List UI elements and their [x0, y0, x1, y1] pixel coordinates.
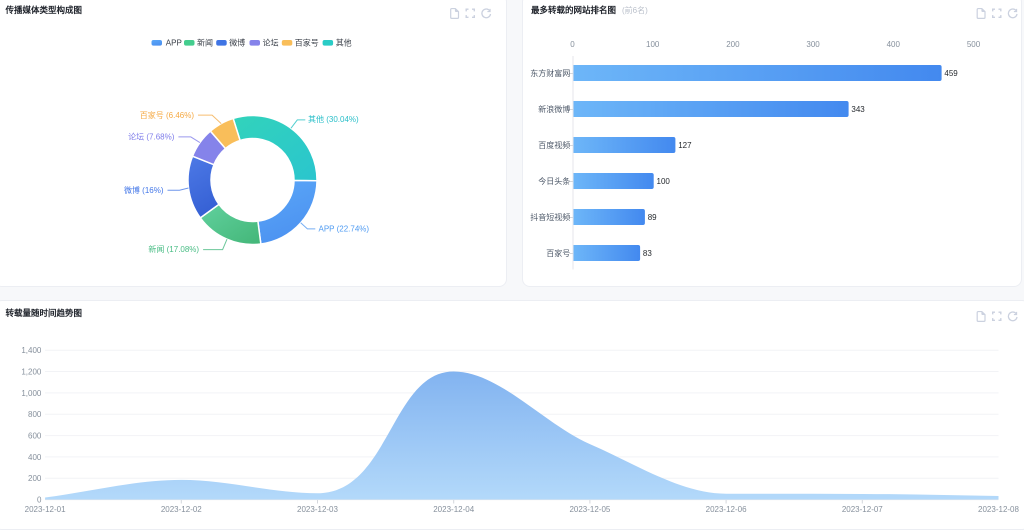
svg-text:100: 100	[657, 177, 671, 186]
svg-text:89: 89	[648, 213, 657, 222]
svg-text:343: 343	[851, 105, 865, 114]
svg-text:其他 (30.04%): 其他 (30.04%)	[308, 114, 359, 124]
svg-text:微博: 微博	[229, 38, 245, 48]
svg-text:1,000: 1,000	[21, 389, 42, 398]
svg-text:0: 0	[570, 40, 575, 49]
svg-text:400: 400	[28, 453, 42, 462]
svg-text:100: 100	[646, 40, 660, 49]
svg-text:东方财富网: 东方财富网	[530, 68, 570, 78]
svg-text:2023-12-08: 2023-12-08	[978, 505, 1019, 514]
svg-text:83: 83	[643, 249, 652, 258]
svg-text:最多转载的网站排名图: 最多转载的网站排名图	[531, 5, 616, 15]
svg-text:300: 300	[806, 40, 820, 49]
svg-text:1,400: 1,400	[21, 346, 42, 355]
svg-text:500: 500	[967, 40, 981, 49]
svg-text:APP (22.74%): APP (22.74%)	[319, 225, 370, 234]
svg-text:2023-12-05: 2023-12-05	[569, 505, 610, 514]
svg-text:论坛 (7.68%): 论坛 (7.68%)	[128, 132, 175, 142]
svg-text:微博 (16%): 微博 (16%)	[124, 185, 164, 195]
svg-text:(前6名): (前6名)	[622, 5, 648, 15]
svg-text:2023-12-01: 2023-12-01	[25, 505, 66, 514]
svg-text:200: 200	[28, 474, 42, 483]
svg-text:600: 600	[28, 432, 42, 441]
svg-text:百家号 (6.46%): 百家号 (6.46%)	[140, 110, 195, 120]
svg-text:百度视频: 百度视频	[538, 140, 570, 150]
svg-text:传播媒体类型构成图: 传播媒体类型构成图	[5, 5, 83, 15]
svg-text:APP: APP	[166, 39, 182, 48]
svg-text:百家号: 百家号	[295, 38, 319, 48]
svg-text:其他: 其他	[336, 38, 352, 48]
svg-text:1,200: 1,200	[21, 367, 42, 376]
svg-text:200: 200	[726, 40, 740, 49]
svg-text:127: 127	[678, 141, 692, 150]
svg-text:新闻: 新闻	[197, 38, 213, 48]
svg-text:2023-12-06: 2023-12-06	[706, 505, 747, 514]
svg-text:论坛: 论坛	[263, 38, 279, 48]
svg-text:0: 0	[37, 496, 42, 505]
svg-text:2023-12-07: 2023-12-07	[842, 505, 883, 514]
svg-text:今日头条: 今日头条	[538, 176, 570, 186]
svg-text:新闻 (17.08%): 新闻 (17.08%)	[148, 244, 199, 254]
svg-text:400: 400	[887, 40, 901, 49]
svg-text:转载量随时间趋势图: 转载量随时间趋势图	[6, 308, 83, 318]
svg-text:抖音短视频: 抖音短视频	[530, 212, 570, 222]
svg-text:2023-12-02: 2023-12-02	[161, 505, 202, 514]
svg-text:459: 459	[944, 69, 958, 78]
svg-text:800: 800	[28, 410, 42, 419]
svg-text:百家号: 百家号	[546, 248, 570, 258]
svg-text:2023-12-03: 2023-12-03	[297, 505, 338, 514]
svg-text:新浪微博: 新浪微博	[538, 104, 570, 114]
svg-text:2023-12-04: 2023-12-04	[433, 505, 474, 514]
